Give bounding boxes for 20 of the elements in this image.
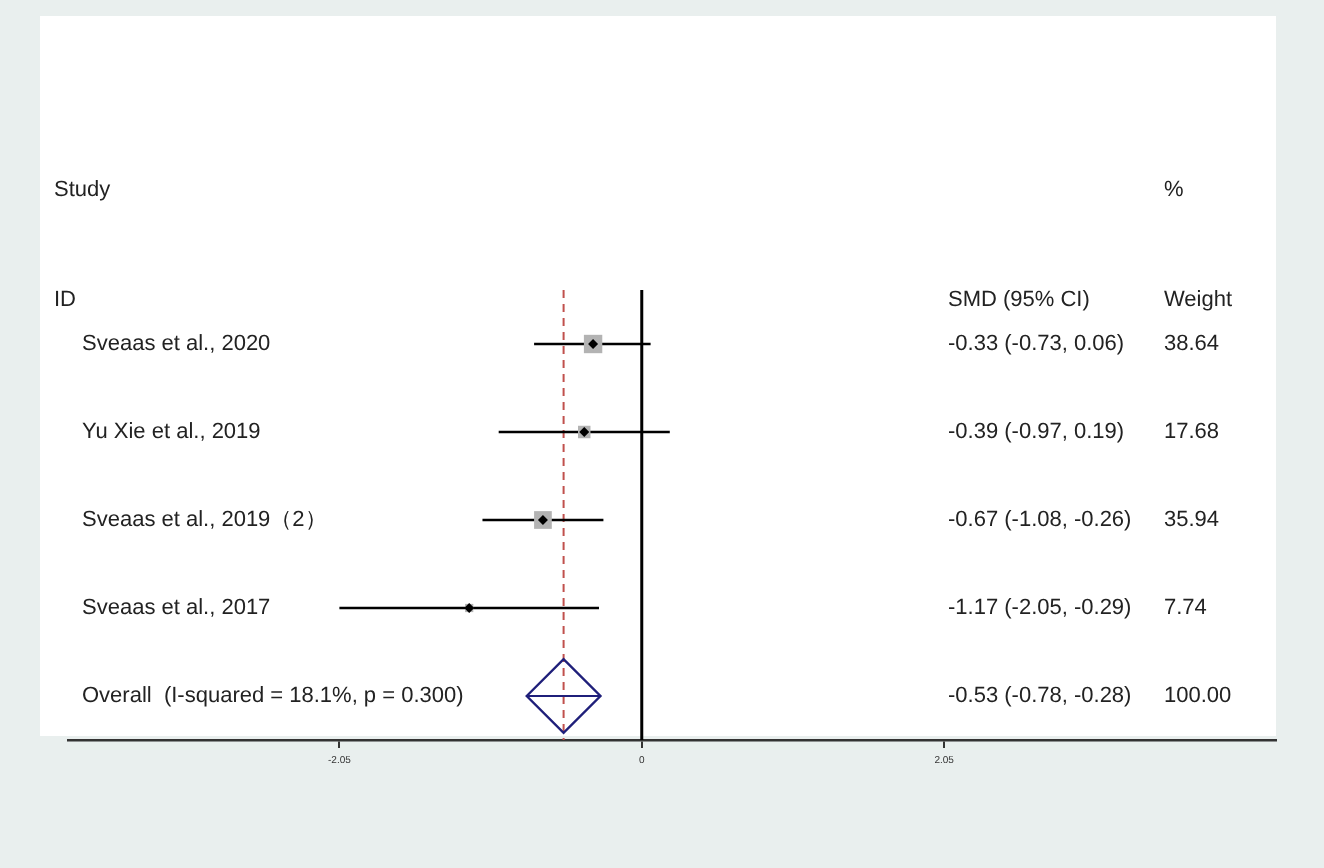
annotation: -0.33 (-0.73, 0.06) [948,332,1125,357]
y-tick-label: Overall (I-squared = 18.1%, p = 0.300) [82,684,464,709]
annotation: -0.53 (-0.78, -0.28) [948,684,1132,709]
annotation: 100.00 [1164,684,1232,709]
annotation: 17.68 [1164,420,1220,445]
annotation: ID [54,288,77,313]
annotation: 38.64 [1164,332,1220,357]
annotation: -0.39 (-0.97, 0.19) [948,420,1125,445]
y-tick-label: Sveaas et al., 2019（2） [82,508,327,533]
y-tick-label: Sveaas et al., 2020 [82,332,271,357]
annotation: 35.94 [1164,508,1220,533]
annotation: 7.74 [1164,596,1207,621]
annotation: -0.67 (-1.08, -0.26) [948,508,1132,533]
text: % [1164,178,1184,203]
annotation: -1.17 (-2.05, -0.29) [948,596,1132,621]
annotation: Weight [1164,288,1233,313]
y-tick-label: Yu Xie et al., 2019 [82,420,261,445]
y-tick-label: Sveaas et al., 2017 [82,596,271,621]
text: Study [54,178,112,203]
annotation: SMD (95% CI) [948,288,1090,313]
